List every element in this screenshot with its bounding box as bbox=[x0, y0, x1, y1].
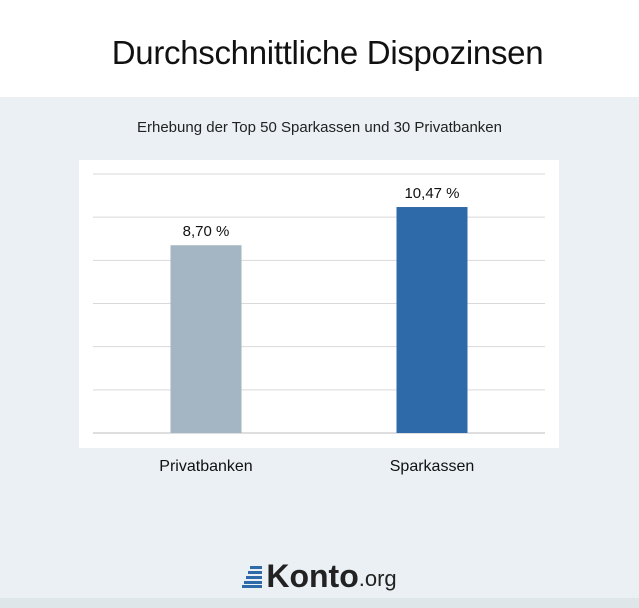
data-label: 8,70 % bbox=[183, 223, 230, 240]
header-banner: Durchschnittliche Dispozinsen bbox=[0, 0, 639, 97]
x-tick-label: Sparkassen bbox=[389, 458, 475, 475]
x-tick-label: Privatbanken bbox=[159, 458, 253, 475]
bar-chart: 8,70 % 10,47 % bbox=[93, 173, 545, 434]
brand-logo: Konto .org bbox=[0, 556, 639, 592]
bar-privatbanken bbox=[170, 245, 242, 433]
chart-title: Durchschnittliche Dispozinsen bbox=[111, 34, 544, 71]
plot-area: 8,70 % 10,47 % bbox=[79, 160, 559, 448]
data-label: 10,47 % bbox=[404, 185, 459, 202]
logo-domain: .org bbox=[358, 566, 397, 591]
stacked-bars-logo-icon bbox=[242, 566, 263, 588]
bar-sparkassen bbox=[396, 207, 468, 433]
gridlines bbox=[93, 173, 545, 434]
footer-band bbox=[0, 598, 639, 608]
logo-wordmark: Konto bbox=[266, 558, 359, 594]
chart-subtitle: Erhebung der Top 50 Sparkassen und 30 Pr… bbox=[137, 119, 502, 136]
